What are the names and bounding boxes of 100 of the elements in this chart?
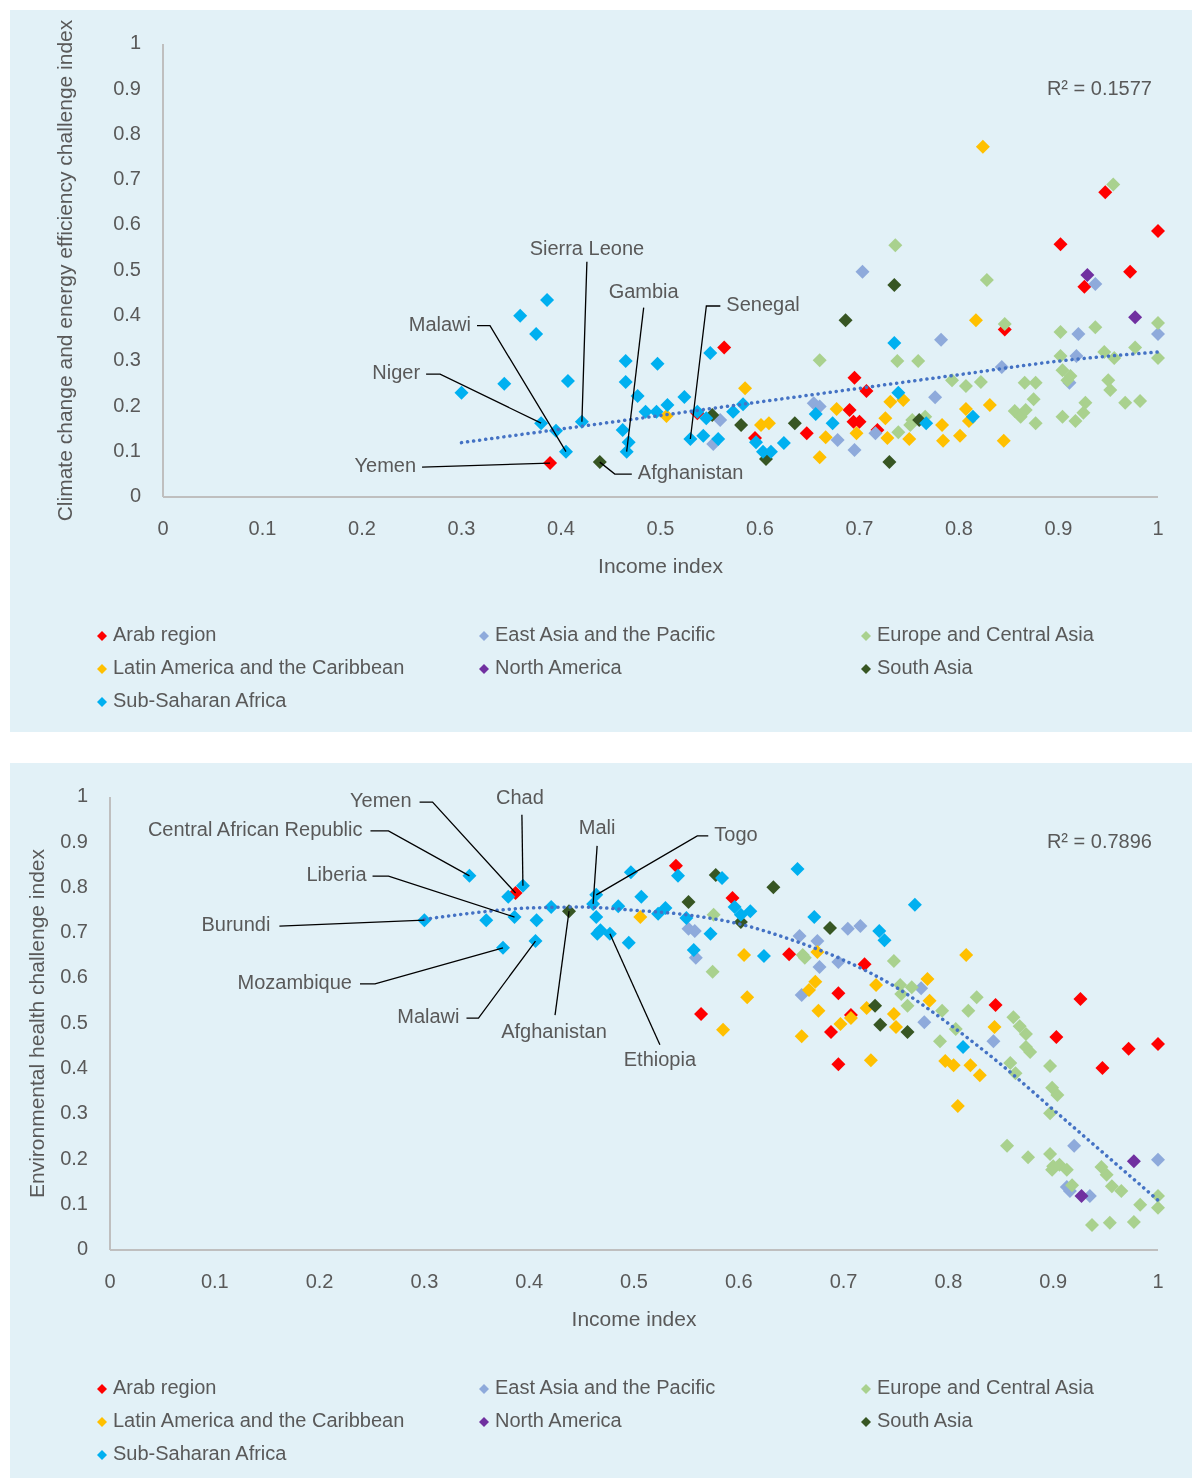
point (886, 953, 901, 968)
point (1126, 1214, 1141, 1229)
point (1043, 1106, 1058, 1121)
point (1026, 392, 1041, 407)
point (602, 926, 617, 941)
point (840, 921, 855, 936)
point (1055, 409, 1070, 424)
point (945, 373, 960, 388)
point (873, 1017, 888, 1032)
annotation: R² = 0.1577 (1046, 77, 1152, 100)
point (1099, 1167, 1114, 1182)
point (501, 889, 516, 904)
y-tick-label: 0.8 (60, 874, 88, 897)
point (853, 919, 868, 934)
point (831, 1057, 846, 1072)
point (454, 385, 469, 400)
x-tick-label: 0.2 (348, 517, 376, 539)
point (934, 332, 949, 347)
point (900, 998, 915, 1013)
point (618, 374, 633, 389)
point (738, 381, 753, 396)
legend-label: Sub-Saharan Africa (113, 689, 288, 712)
x-tick-label: 0.2 (305, 1270, 334, 1292)
x-tick-label: 0 (157, 517, 169, 539)
point (1121, 1041, 1136, 1056)
point (987, 1020, 1002, 1035)
point (776, 436, 791, 451)
point (1055, 363, 1070, 378)
point (818, 430, 833, 445)
point (812, 959, 827, 974)
point (1151, 350, 1165, 365)
point (982, 398, 997, 413)
point (1076, 405, 1091, 420)
point (1045, 1080, 1060, 1095)
point (952, 428, 967, 443)
annotation: Niger (372, 361, 421, 384)
y-tick-label: 0.3 (113, 348, 141, 371)
point (880, 431, 895, 446)
point (958, 402, 973, 417)
y-tick-label: 0.7 (113, 167, 141, 190)
annotation: Yemen (354, 454, 417, 477)
point (878, 411, 893, 426)
point (829, 402, 844, 417)
point (825, 416, 840, 431)
point (1003, 1055, 1018, 1070)
point (703, 345, 718, 360)
x-tick-label: 0.7 (829, 1270, 858, 1292)
x-axis-title: Income index (598, 553, 724, 577)
annotation: Burundi (201, 913, 271, 936)
point (872, 924, 887, 939)
point (950, 1098, 965, 1113)
point (961, 1003, 976, 1018)
point (1088, 320, 1103, 335)
point (726, 404, 741, 419)
x-tick-label: 0.9 (1044, 517, 1073, 539)
point (1095, 1060, 1110, 1075)
point (917, 1015, 932, 1030)
point (1077, 279, 1092, 294)
point (717, 340, 732, 355)
point (699, 411, 714, 426)
point (1151, 1200, 1165, 1215)
point (863, 1053, 878, 1068)
point (847, 370, 862, 385)
point (890, 354, 905, 369)
point (1128, 310, 1143, 325)
point (634, 889, 649, 904)
point (733, 907, 748, 922)
y-tick-label: 0.8 (113, 121, 141, 144)
point (694, 1006, 709, 1021)
point (996, 433, 1011, 448)
point (479, 913, 494, 928)
point (1071, 326, 1086, 341)
legend-label: Europe and Central Asia (877, 623, 1095, 646)
point (988, 997, 1003, 1012)
point (889, 1020, 903, 1035)
y-tick-label: 0.9 (60, 829, 88, 852)
point (810, 934, 825, 949)
point (888, 238, 903, 253)
point (904, 980, 919, 995)
annotation: Mozambique (237, 971, 352, 994)
point (1028, 416, 1043, 431)
point (615, 422, 630, 437)
y-tick-label: 0 (76, 1237, 88, 1260)
y-tick-label: 1 (76, 784, 88, 807)
point (1053, 237, 1068, 252)
point (869, 977, 884, 992)
point (496, 940, 510, 955)
point (807, 910, 822, 925)
point (1114, 1184, 1129, 1199)
y-axis-title: Environmental health challenge index (24, 848, 48, 1199)
point (737, 948, 752, 963)
point (935, 417, 950, 432)
annotation: Sierra Leone (529, 237, 645, 260)
point (1094, 1160, 1109, 1175)
point (1123, 264, 1138, 279)
point (589, 910, 604, 925)
point (1078, 395, 1093, 410)
point (883, 394, 898, 409)
point (958, 379, 973, 394)
point (812, 353, 827, 368)
